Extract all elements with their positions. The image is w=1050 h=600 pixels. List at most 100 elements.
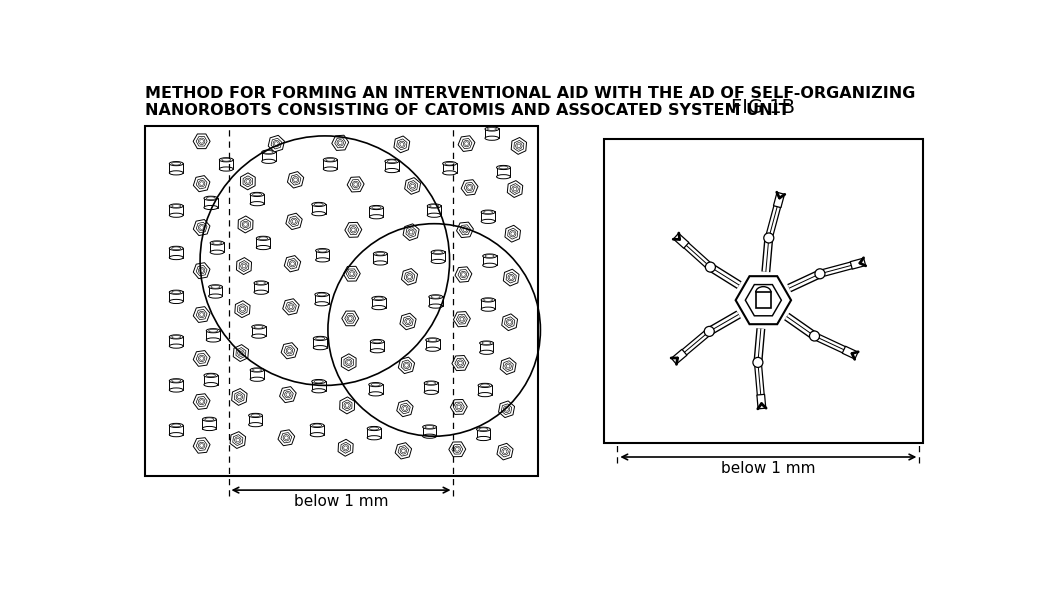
- Circle shape: [508, 274, 514, 281]
- Polygon shape: [501, 404, 511, 415]
- Ellipse shape: [374, 261, 387, 265]
- Ellipse shape: [485, 136, 499, 140]
- Circle shape: [753, 358, 763, 367]
- Ellipse shape: [427, 213, 441, 217]
- Polygon shape: [461, 139, 471, 149]
- Bar: [756, 292, 771, 308]
- Circle shape: [466, 184, 472, 191]
- Ellipse shape: [261, 159, 275, 163]
- Polygon shape: [398, 357, 415, 374]
- Polygon shape: [232, 389, 247, 406]
- Circle shape: [200, 226, 204, 229]
- Circle shape: [353, 181, 359, 188]
- Ellipse shape: [374, 297, 383, 300]
- Polygon shape: [193, 134, 210, 149]
- Circle shape: [410, 230, 413, 234]
- Circle shape: [286, 393, 290, 397]
- Bar: [206, 330, 220, 340]
- Bar: [250, 369, 264, 379]
- Circle shape: [198, 224, 205, 231]
- Polygon shape: [193, 350, 210, 366]
- Ellipse shape: [310, 424, 324, 428]
- Circle shape: [337, 140, 343, 146]
- Polygon shape: [193, 220, 210, 236]
- Circle shape: [404, 364, 408, 367]
- Text: NANOROBOTS CONSISTING OF CATOMIS AND ASSOCATED SYSTEM UNIT: NANOROBOTS CONSISTING OF CATOMIS AND ASS…: [145, 103, 790, 118]
- Ellipse shape: [323, 158, 337, 162]
- Circle shape: [459, 361, 462, 365]
- Polygon shape: [513, 140, 524, 151]
- Ellipse shape: [261, 150, 275, 154]
- Ellipse shape: [425, 338, 440, 342]
- Circle shape: [503, 450, 507, 454]
- Polygon shape: [285, 346, 295, 356]
- Bar: [481, 299, 495, 309]
- Polygon shape: [401, 269, 418, 285]
- Circle shape: [198, 398, 205, 405]
- Polygon shape: [281, 343, 298, 359]
- Polygon shape: [350, 179, 361, 190]
- Bar: [313, 338, 328, 347]
- Ellipse shape: [387, 160, 396, 163]
- Polygon shape: [341, 311, 359, 326]
- Polygon shape: [338, 439, 353, 456]
- Polygon shape: [233, 344, 249, 361]
- Bar: [368, 428, 381, 438]
- Circle shape: [243, 221, 249, 227]
- Bar: [483, 255, 497, 265]
- Polygon shape: [196, 397, 207, 407]
- Bar: [310, 425, 324, 434]
- Ellipse shape: [211, 286, 220, 288]
- Circle shape: [402, 405, 408, 412]
- Ellipse shape: [258, 237, 268, 240]
- Circle shape: [411, 184, 415, 188]
- Circle shape: [705, 326, 714, 337]
- Circle shape: [291, 218, 297, 224]
- Polygon shape: [454, 311, 470, 327]
- Ellipse shape: [369, 392, 382, 396]
- Ellipse shape: [422, 425, 437, 429]
- Polygon shape: [278, 430, 295, 446]
- Polygon shape: [193, 438, 210, 453]
- Polygon shape: [239, 260, 249, 272]
- Polygon shape: [452, 356, 468, 371]
- Ellipse shape: [485, 127, 499, 131]
- Bar: [209, 286, 223, 296]
- Polygon shape: [510, 184, 520, 194]
- Ellipse shape: [254, 290, 268, 294]
- Ellipse shape: [207, 374, 215, 377]
- Ellipse shape: [172, 247, 181, 250]
- Polygon shape: [673, 233, 689, 248]
- Polygon shape: [243, 176, 253, 187]
- Ellipse shape: [480, 350, 494, 355]
- Circle shape: [200, 182, 204, 185]
- Polygon shape: [193, 307, 210, 322]
- Bar: [169, 425, 183, 434]
- Circle shape: [288, 304, 294, 310]
- Circle shape: [290, 260, 296, 267]
- Ellipse shape: [219, 167, 233, 171]
- Polygon shape: [397, 139, 407, 150]
- Text: below 1 mm: below 1 mm: [294, 494, 388, 509]
- Polygon shape: [196, 353, 207, 364]
- Ellipse shape: [169, 213, 183, 217]
- Ellipse shape: [497, 166, 510, 170]
- Ellipse shape: [172, 379, 181, 382]
- Ellipse shape: [204, 205, 217, 209]
- Bar: [485, 128, 499, 138]
- Circle shape: [236, 394, 243, 400]
- Circle shape: [516, 143, 522, 149]
- Bar: [497, 167, 510, 177]
- Circle shape: [349, 271, 355, 277]
- Polygon shape: [286, 302, 296, 312]
- Polygon shape: [394, 136, 410, 153]
- Ellipse shape: [169, 344, 183, 348]
- Bar: [249, 415, 262, 425]
- Circle shape: [198, 268, 205, 274]
- Ellipse shape: [205, 418, 214, 421]
- Circle shape: [505, 407, 508, 411]
- Ellipse shape: [250, 368, 264, 372]
- Ellipse shape: [371, 340, 384, 344]
- Bar: [316, 250, 330, 260]
- Circle shape: [240, 307, 245, 311]
